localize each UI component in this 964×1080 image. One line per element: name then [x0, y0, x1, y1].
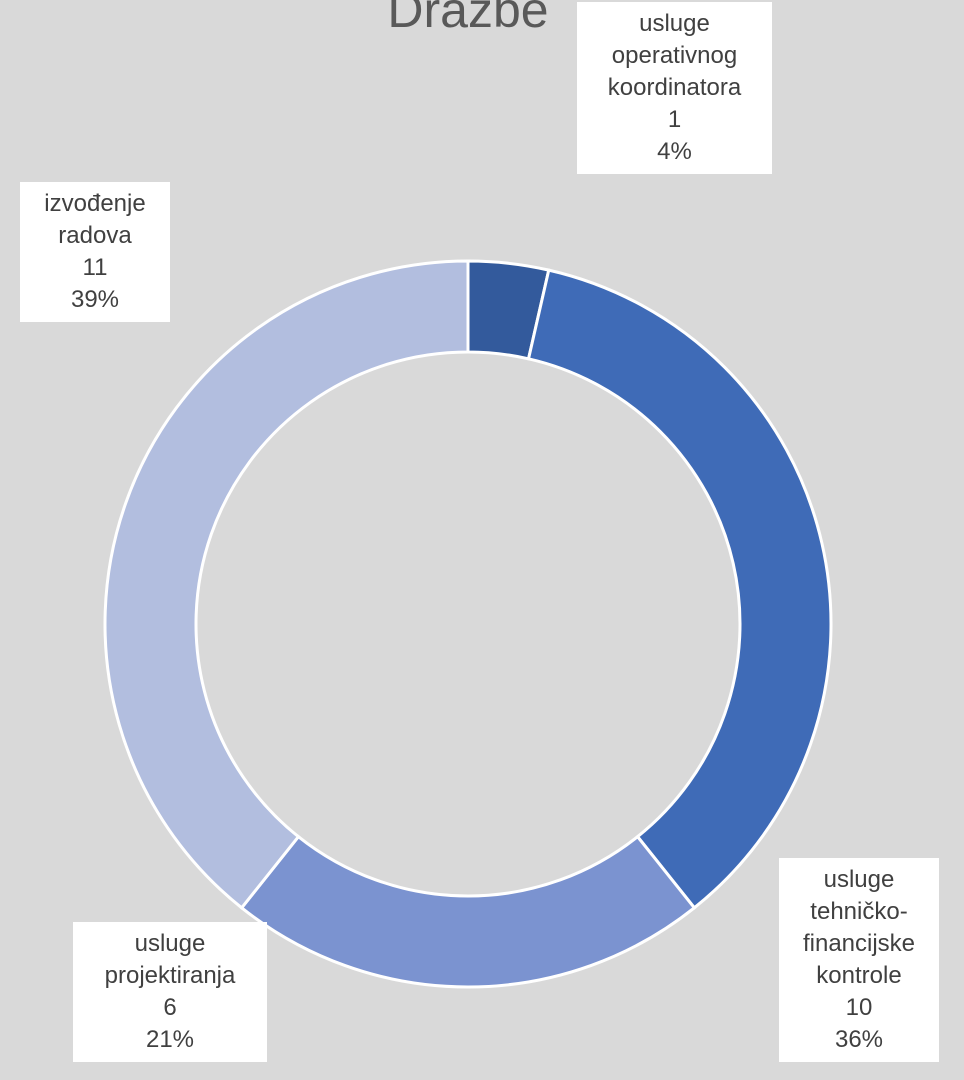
donut-segment: [103, 259, 470, 910]
label-percent: 21%: [145, 1026, 195, 1053]
label-category: usluge tehničko-financijske kontrole: [802, 866, 916, 989]
label-percent: 36%: [834, 1026, 884, 1053]
data-label: usluge tehničko-financijske kontrole 10 36…: [779, 858, 939, 1062]
donut-segment: [526, 268, 833, 910]
data-label: usluge operativnog koordinatora 1 4%: [577, 2, 772, 174]
chart-title: Dražbe: [387, 0, 548, 38]
data-label: izvođenje radova 11 39%: [20, 182, 170, 322]
label-category: usluge operativnog koordinatora: [607, 10, 742, 101]
donut-segment: [239, 834, 697, 989]
label-category: usluge projektiranja: [104, 930, 236, 989]
label-value: 11: [82, 254, 108, 281]
label-value: 10: [845, 994, 873, 1021]
label-category: izvođenje radova: [44, 190, 146, 249]
label-percent: 4%: [657, 138, 692, 165]
data-label: usluge projektiranja 6 21%: [73, 922, 267, 1062]
label-value: 6: [163, 994, 177, 1021]
label-value: 1: [667, 106, 682, 133]
label-percent: 39%: [70, 286, 120, 313]
